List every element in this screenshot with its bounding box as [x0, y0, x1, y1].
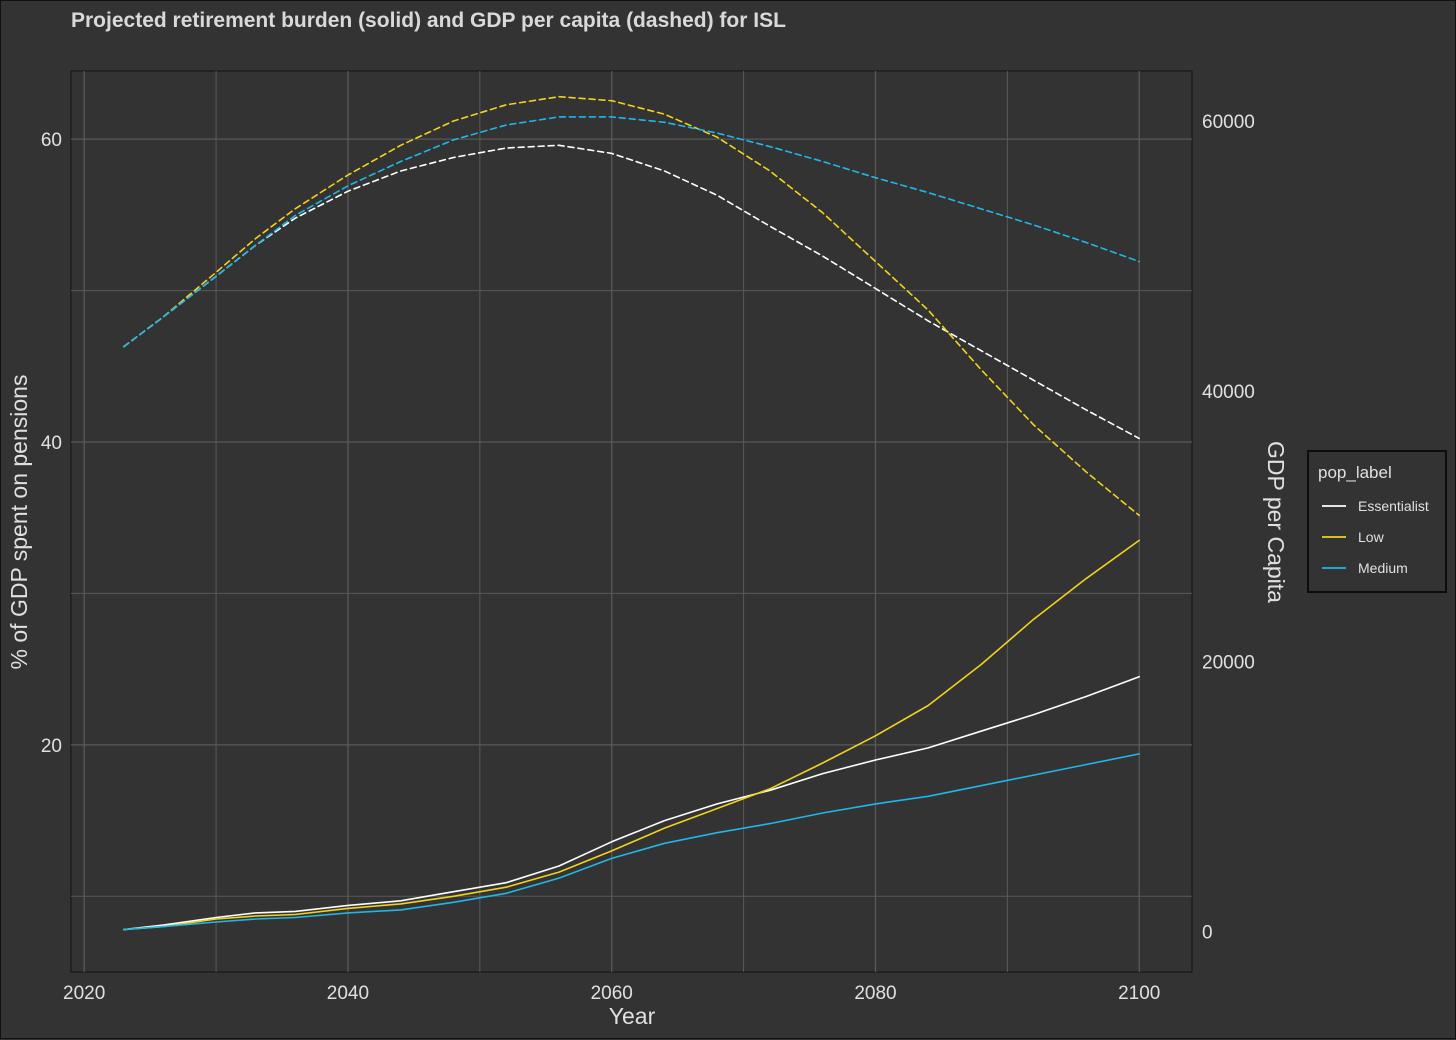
x-axis-title: Year	[609, 1003, 656, 1029]
x-tick-label: 2100	[1118, 983, 1160, 1004]
series-line-medium-pension	[123, 753, 1140, 931]
y2-tick-label: 40000	[1202, 382, 1255, 403]
x-tick-label: 2040	[327, 983, 369, 1004]
y-tick-label: 40	[41, 433, 62, 454]
series-line-low-pension	[123, 539, 1140, 931]
legend-label-medium: Medium	[1358, 560, 1408, 576]
y-tick-label: 20	[41, 736, 62, 757]
y2-tick-label: 60000	[1202, 112, 1255, 133]
legend-title: pop_label	[1318, 463, 1392, 482]
series-line-medium-gdp	[123, 116, 1140, 348]
series-line-essentialist-pension	[123, 675, 1140, 931]
grid	[71, 71, 1192, 972]
y2-tick-label: 20000	[1202, 652, 1255, 673]
series-layer	[123, 95, 1140, 931]
x-tick-label: 2080	[854, 983, 896, 1004]
series-line-low-gdp	[123, 95, 1140, 517]
y2-axis-title: GDP per Capita	[1263, 441, 1289, 603]
y2-tick-label: 0	[1202, 922, 1213, 943]
y-axis-title: % of GDP spent on pensions	[6, 375, 32, 670]
legend-label-low: Low	[1358, 529, 1385, 545]
chart-title: Projected retirement burden (solid) and …	[71, 9, 786, 32]
plot-panel	[70, 70, 1193, 973]
legend: pop_label Essentialist Low Medium	[1307, 450, 1447, 593]
y-tick-label: 60	[41, 130, 62, 151]
legend-label-essentialist: Essentialist	[1358, 498, 1429, 514]
x-tick-label: 2020	[63, 983, 105, 1004]
x-tick-label: 2060	[591, 983, 633, 1004]
ticks-layer: 2020 2040 2060 2080 210020406002000040000600…	[41, 112, 1255, 1004]
